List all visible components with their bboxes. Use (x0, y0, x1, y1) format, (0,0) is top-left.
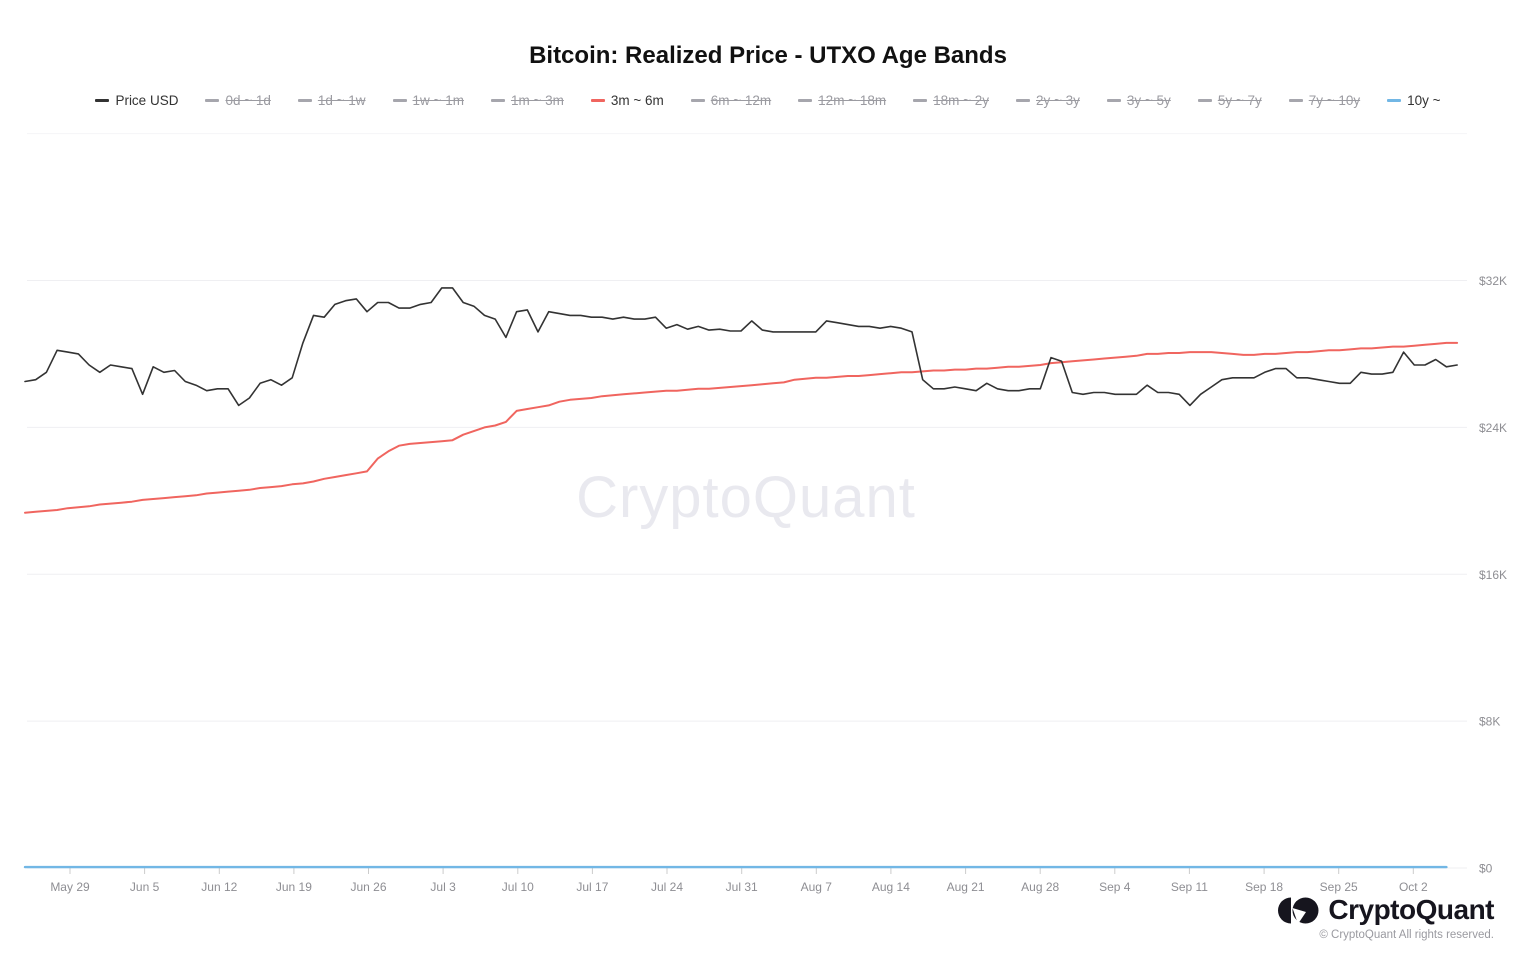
x-axis-label: Jun 12 (201, 880, 237, 894)
legend-marker (392, 99, 407, 102)
legend-marker (1016, 99, 1030, 102)
x-axis-ticks (69, 868, 1414, 874)
y-axis-label: $24K (1479, 421, 1507, 435)
legend-label: 7y ~ 10y (1308, 93, 1361, 108)
legend-item-12m-18m[interactable]: 12m ~ 18m (798, 93, 886, 108)
legend-label: 6m ~ 12m (710, 93, 772, 108)
legend-item-1m-3m[interactable]: 1m ~ 3m (490, 93, 564, 108)
x-axis-label: Jul 24 (651, 880, 683, 894)
footer-copyright: © CryptoQuant All rights reserved. (1319, 929, 1494, 941)
legend-label: Price USD (115, 93, 179, 108)
legend-item-3m-6m[interactable]: 3m ~ 6m (590, 93, 664, 108)
y-axis-label: $8K (1479, 715, 1500, 729)
legend-item-7y-10y[interactable]: 7y ~ 10y (1288, 93, 1361, 108)
x-axis-label: Jun 26 (350, 880, 386, 894)
cryptoquant-logo-icon (1278, 897, 1319, 924)
legend-marker (205, 99, 220, 102)
legend-marker (1288, 99, 1303, 102)
y-axis-label: $16K (1479, 568, 1507, 582)
legend-marker (590, 99, 605, 102)
x-axis-label: Jul 10 (502, 880, 534, 894)
legend-marker (1106, 99, 1121, 102)
y-axis-label: $32K (1479, 274, 1507, 288)
legend-label: 18m ~ 2y (933, 93, 989, 108)
legend-marker (798, 99, 813, 102)
y-axis-labels: $32K $24K $16K $8K $0 (1479, 274, 1507, 876)
legend-label: 1m ~ 3m (510, 93, 564, 108)
x-axis-label: Sep 18 (1245, 880, 1283, 894)
legend-marker (1197, 99, 1212, 102)
x-axis-label: Oct 2 (1399, 880, 1428, 894)
watermark: CryptoQuant (576, 465, 916, 530)
legend-item-18m-2y[interactable]: 18m ~ 2y (913, 93, 989, 108)
x-axis-label: Jul 17 (576, 880, 608, 894)
legend-item-price-usd[interactable]: Price USD (95, 93, 178, 108)
legend-marker (297, 99, 312, 102)
legend-marker (913, 99, 928, 102)
legend-marker (490, 99, 505, 102)
x-axis-label: Sep 11 (1171, 880, 1208, 894)
legend-item-2y-3y[interactable]: 2y ~ 3y (1016, 93, 1080, 108)
legend-label: 12m ~ 18m (818, 93, 887, 108)
x-axis-label: Aug 14 (872, 880, 910, 894)
legend-item-3y-5y[interactable]: 3y ~ 5y (1106, 93, 1171, 108)
y-axis-label: $0 (1479, 862, 1493, 876)
x-axis-label: Sep 25 (1320, 880, 1358, 894)
legend-label: 10y ~ (1407, 93, 1441, 108)
legend-label: 1d ~ 1w (317, 93, 366, 108)
legend: Price USD 0d ~ 1d 1d ~ 1w 1w ~ 1m 1m ~ 3m 3m … (0, 93, 1536, 108)
x-axis-label: Jul 31 (726, 880, 758, 894)
legend-item-5y-7y[interactable]: 5y ~ 7y (1197, 93, 1262, 108)
legend-item-6m-12m[interactable]: 6m ~ 12m (690, 93, 772, 108)
page-title: Bitcoin: Realized Price - UTXO Age Bands (529, 42, 1007, 69)
x-axis-label: Aug 28 (1021, 880, 1059, 894)
x-axis-labels: May 29 Jun 5 Jun 12 Jun 19 Jun 26 Jul 3 Jul 10… (50, 880, 1428, 894)
legend-item-10y[interactable]: 10y ~ (1387, 93, 1441, 108)
legend-label: 0d ~ 1d (225, 93, 271, 108)
price-usd-line[interactable] (24, 287, 1458, 407)
legend-label: 1w ~ 1m (412, 93, 464, 108)
x-axis-label: May 29 (50, 880, 90, 894)
legend-item-1w-1m[interactable]: 1w ~ 1m (392, 93, 464, 108)
legend-marker (1387, 99, 1402, 102)
x-axis-label: Jun 5 (130, 880, 160, 894)
legend-item-1d-1w[interactable]: 1d ~ 1w (297, 93, 366, 108)
x-axis-label: Sep 4 (1099, 880, 1131, 894)
x-axis-label: Aug 7 (801, 880, 833, 894)
legend-label: 2y ~ 3y (1036, 93, 1080, 108)
x-axis-label: Jul 3 (430, 880, 456, 894)
x-axis-label: Aug 21 (947, 880, 985, 894)
footer-brand: CryptoQuant © CryptoQuant All rights res… (1277, 894, 1494, 941)
legend-label: 3y ~ 5y (1126, 93, 1171, 108)
legend-label: 3m ~ 6m (610, 93, 664, 108)
legend-marker (690, 99, 705, 102)
legend-marker (95, 99, 110, 102)
legend-item-0d-1d[interactable]: 0d ~ 1d (205, 93, 271, 108)
legend-label: 5y ~ 7y (1217, 93, 1262, 108)
band-3m-6m-line[interactable] (24, 341, 1459, 514)
x-axis-label: Jun 19 (276, 880, 312, 894)
footer-brand-name: CryptoQuant (1328, 894, 1494, 925)
